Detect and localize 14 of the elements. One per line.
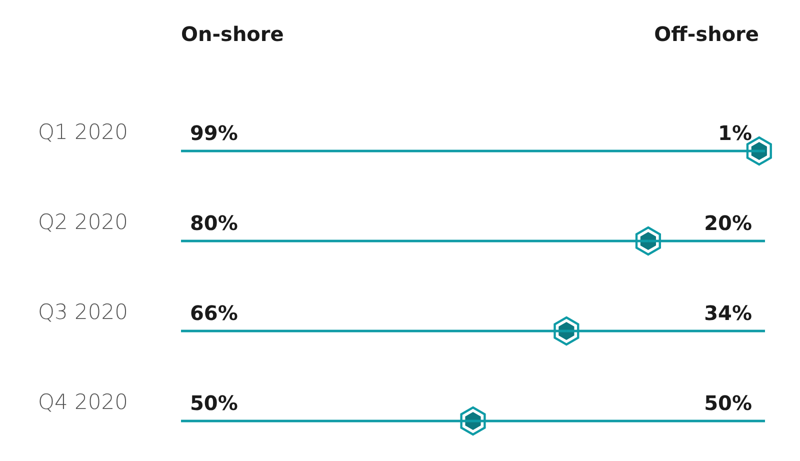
- y-tick-label: Q1 2020: [38, 120, 128, 144]
- text: Off-shore: [654, 22, 759, 46]
- data-label: 50%: [704, 391, 752, 415]
- y-tick-label: Q3 2020: [38, 300, 128, 324]
- data-label: 50%: [190, 391, 238, 415]
- data-label: 20%: [704, 211, 752, 235]
- data-label: 80%: [190, 211, 238, 235]
- y-tick-label: Q2 2020: [38, 210, 128, 234]
- text: On-shore: [181, 22, 284, 46]
- y-tick-label: Q4 2020: [38, 390, 128, 414]
- data-label: 66%: [190, 301, 238, 325]
- data-label: 99%: [190, 121, 238, 145]
- data-label: 34%: [704, 301, 752, 325]
- data-label: 1%: [718, 121, 752, 145]
